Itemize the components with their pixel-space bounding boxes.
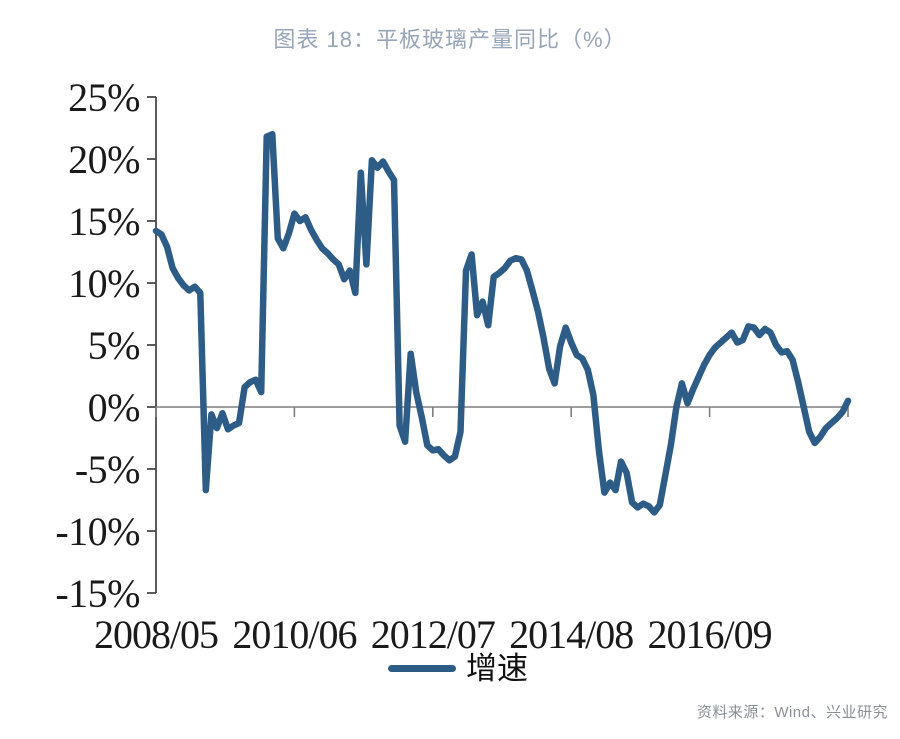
- x-tick-label: 2012/07: [371, 612, 495, 657]
- y-tick-label: -10%: [55, 509, 140, 554]
- series-line-growth-rate: [152, 130, 852, 516]
- legend-label: 增速: [466, 651, 528, 686]
- y-tick-label: 25%: [68, 75, 140, 120]
- y-tick-label: 15%: [68, 199, 140, 244]
- y-tick-label: 0%: [88, 385, 140, 430]
- y-tick-label: 10%: [68, 261, 140, 306]
- x-tick-label: 2014/08: [509, 612, 633, 657]
- x-tick-label: 2010/06: [232, 612, 356, 657]
- y-tick-label: -15%: [55, 571, 140, 616]
- y-tick-label: 5%: [88, 323, 140, 368]
- y-tick-label: 20%: [68, 137, 140, 182]
- x-tick-label: 2008/05: [94, 612, 218, 657]
- legend-line-swatch: [388, 665, 456, 672]
- legend: 增速: [388, 653, 528, 684]
- source-note: 资料来源：Wind、兴业研究: [696, 704, 888, 721]
- x-tick-label: 2016/09: [648, 612, 772, 657]
- chart-title: 图表 18：平板玻璃产量同比（%）: [273, 27, 627, 52]
- y-tick-label: -5%: [75, 447, 140, 492]
